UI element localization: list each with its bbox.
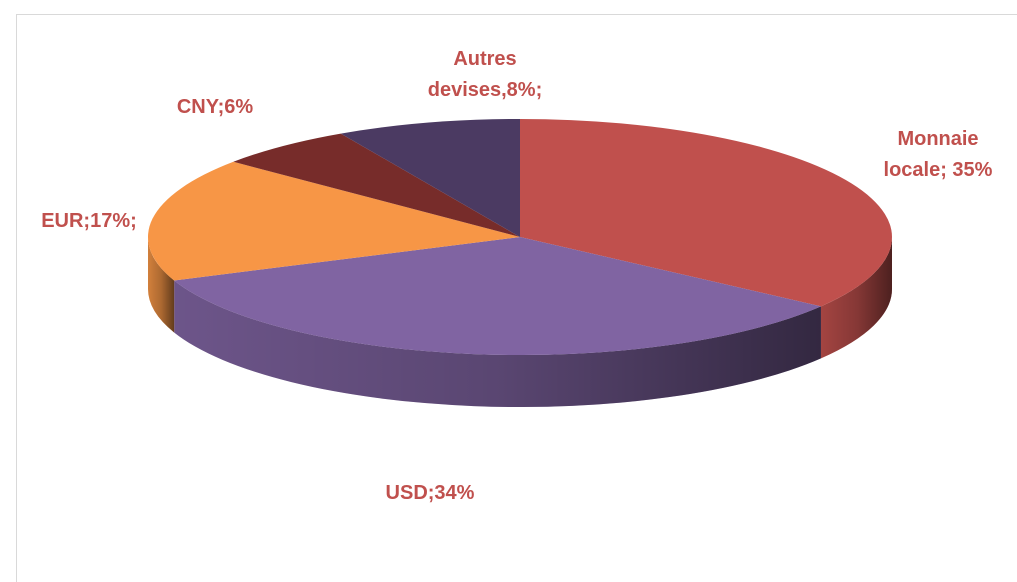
data-label: EUR;17%;	[41, 210, 137, 232]
data-label: USD;34%	[385, 482, 475, 504]
pie-slice	[147, 161, 521, 281]
pie-slice	[520, 119, 892, 307]
data-label: CNY;6%	[176, 96, 254, 118]
pie-side-shade	[147, 237, 175, 333]
pie-side-shade	[174, 280, 821, 408]
data-label: Autres devises,8%;	[427, 48, 543, 101]
pie-slice	[233, 133, 520, 237]
data-label: Monnaie locale; 35%	[883, 128, 993, 181]
pie-side-shade	[820, 237, 892, 359]
pie-slice	[174, 237, 821, 356]
pie-slice	[340, 119, 520, 237]
